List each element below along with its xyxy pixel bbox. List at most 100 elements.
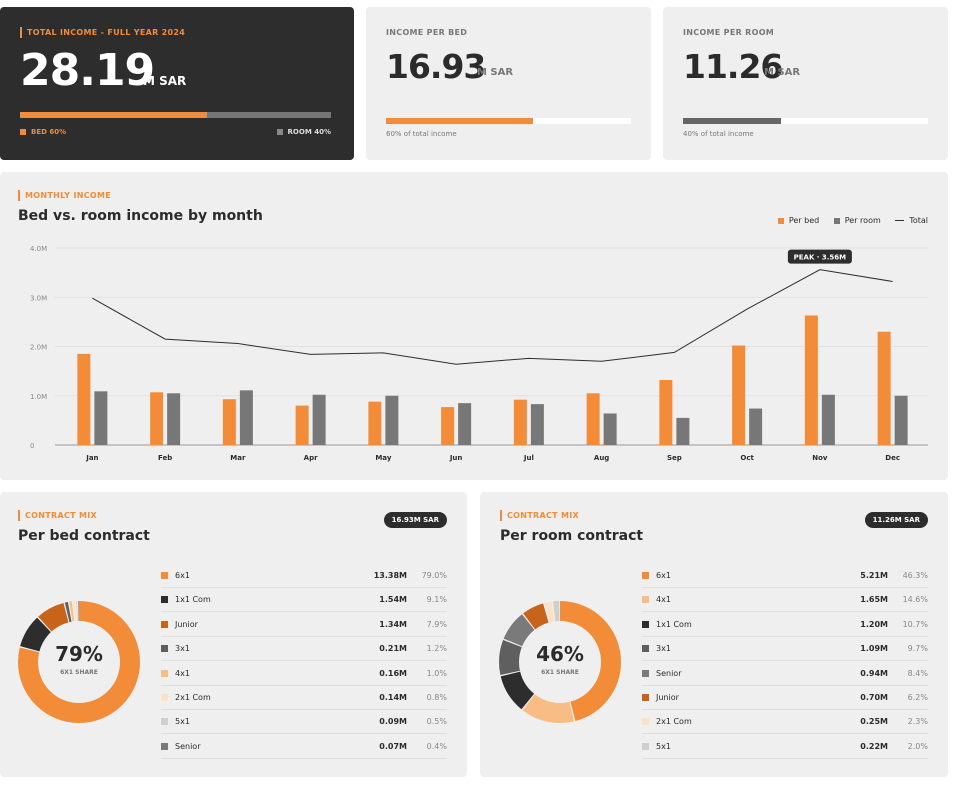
contract-value: 0.21M xyxy=(379,644,407,654)
bar-per-bed xyxy=(804,315,818,445)
bar-per-room xyxy=(530,404,544,445)
legend-swatch xyxy=(161,645,168,653)
bar-per-room xyxy=(385,395,399,445)
legend-total-label: Total xyxy=(909,216,928,225)
donut-slice xyxy=(499,601,621,723)
contract-percent: 0.5% xyxy=(426,717,447,727)
bar-per-room xyxy=(458,403,472,445)
x-tick-label: Dec xyxy=(885,454,900,462)
contract-value: 0.07M xyxy=(379,741,407,751)
bar-per-room xyxy=(676,417,690,445)
income-per-bed-card: INCOME PER BED 16.93 M SAR 60% of total … xyxy=(366,7,651,160)
bar-per-bed xyxy=(368,401,382,445)
total-income-split-bar xyxy=(20,112,331,118)
contract-list-item: 2x1 Com 0.25M 2.3% xyxy=(642,710,928,735)
contract-value: 1.65M xyxy=(860,595,888,605)
bar-per-room xyxy=(312,394,326,445)
legend-room-label: Per room xyxy=(844,216,881,225)
contract-percent: 9.7% xyxy=(907,644,928,654)
income-per-room-note: 40% of total income xyxy=(683,130,754,138)
peak-callout xyxy=(787,249,852,264)
x-tick-label: Nov xyxy=(812,454,828,462)
income-per-room-bar xyxy=(683,118,928,124)
contract-list-item: 3x1 1.09M 9.7% xyxy=(642,637,928,662)
contract-percent: 79.0% xyxy=(421,571,447,580)
contract-name: 5x1 xyxy=(175,717,190,727)
contract-value: 0.09M xyxy=(379,717,407,727)
total-income-value: 28.19 xyxy=(20,45,155,96)
contract-name: 6x1 xyxy=(656,571,671,580)
per-room-donut-center-value: 46% xyxy=(536,642,584,666)
legend-swatch xyxy=(642,718,649,726)
legend-swatch xyxy=(642,694,649,701)
x-tick-label: Jun xyxy=(449,454,463,462)
donut-segments xyxy=(18,601,140,723)
contract-name: 6x1 xyxy=(175,571,190,580)
bar-per-bed xyxy=(77,353,91,445)
bar-per-bed xyxy=(295,405,309,445)
contract-name: 5x1 xyxy=(656,741,671,751)
income-per-bed-fill xyxy=(386,118,533,124)
contract-name: Senior xyxy=(175,741,201,751)
bed-share-segment xyxy=(20,112,207,118)
contract-percent: 8.4% xyxy=(907,668,928,678)
contract-value: 0.25M xyxy=(860,717,888,727)
per-room-contract-card: CONTRACT MIX Per room contract 11.26M SA… xyxy=(480,492,948,777)
legend-bed: Per bed xyxy=(777,216,819,225)
monthly-income-title: Bed vs. room income by month xyxy=(18,208,263,224)
contract-percent: 2.0% xyxy=(907,741,928,751)
bed-share-legend: BED 60% xyxy=(20,128,66,136)
per-bed-donut-center-label: 6X1 SHARE xyxy=(60,669,98,676)
x-tick-label: May xyxy=(375,454,391,462)
contract-value: 0.14M xyxy=(379,693,407,702)
contract-list-item: 1x1 Com 1.20M 10.7% xyxy=(642,613,928,637)
room-share-text: ROOM 40% xyxy=(287,128,331,136)
bar-per-bed xyxy=(586,393,600,445)
contract-percent: 0.4% xyxy=(426,741,447,751)
contract-percent: 1.0% xyxy=(426,668,447,678)
contract-list-item: Junior 0.70M 6.2% xyxy=(642,686,928,710)
contract-list-item: 4x1 1.65M 14.6% xyxy=(642,588,928,613)
contract-list-item: 5x1 0.09M 0.5% xyxy=(161,710,447,735)
legend-swatch xyxy=(161,669,168,677)
bar-per-bed xyxy=(877,331,891,445)
per-room-total-badge: 11.26M SAR xyxy=(864,512,928,528)
income-per-bed-label: INCOME PER BED xyxy=(386,28,468,37)
contract-name: 4x1 xyxy=(175,668,190,678)
contract-name: Junior xyxy=(656,693,679,702)
contract-list-item: 2x1 Com 0.14M 0.8% xyxy=(161,686,447,710)
bar-per-room xyxy=(239,390,253,445)
contract-name: Junior xyxy=(175,619,198,629)
donut-segments xyxy=(499,601,621,723)
x-tick-label: Jan xyxy=(85,454,98,462)
per-room-donut-center-label: 6X1 SHARE xyxy=(541,669,579,676)
contract-list-item: 1x1 Com 1.54M 9.1% xyxy=(161,588,447,613)
contract-list-item: Senior 0.94M 8.4% xyxy=(642,662,928,686)
total-income-unit: M SAR xyxy=(143,74,187,88)
donut-slice xyxy=(18,601,140,723)
x-tick-label: Oct xyxy=(740,454,754,462)
y-tick-label: 2.0M xyxy=(30,344,47,352)
bar-per-room xyxy=(167,393,181,445)
contract-value: 1.20M xyxy=(860,619,888,629)
per-room-donut-chart xyxy=(499,601,621,723)
x-tick-label: Sep xyxy=(667,454,682,462)
per-room-contract-eyebrow: CONTRACT MIX xyxy=(500,510,579,521)
y-tick-label: 4.0M xyxy=(30,245,47,253)
contract-percent: 2.3% xyxy=(907,717,928,727)
per-room-contract-title: Per room contract xyxy=(500,528,644,544)
contract-percent: 10.7% xyxy=(902,619,928,629)
contract-value: 0.16M xyxy=(379,668,407,678)
contract-percent: 6.2% xyxy=(907,693,928,702)
monthly-income-card: MONTHLY INCOME Bed vs. room income by mo… xyxy=(0,172,948,480)
per-bed-contract-title: Per bed contract xyxy=(18,528,150,544)
income-per-bed-unit: M SAR xyxy=(477,67,514,78)
x-tick-label: Jul xyxy=(523,454,534,462)
contract-value: 13.38M xyxy=(373,571,407,580)
donut-slice xyxy=(499,601,621,723)
contract-percent: 14.6% xyxy=(902,595,928,605)
contract-percent: 46.3% xyxy=(902,571,928,580)
bar-per-bed xyxy=(441,407,455,445)
bar-per-bed xyxy=(659,379,673,445)
contract-list-item: 6x1 13.38M 79.0% xyxy=(161,564,447,588)
